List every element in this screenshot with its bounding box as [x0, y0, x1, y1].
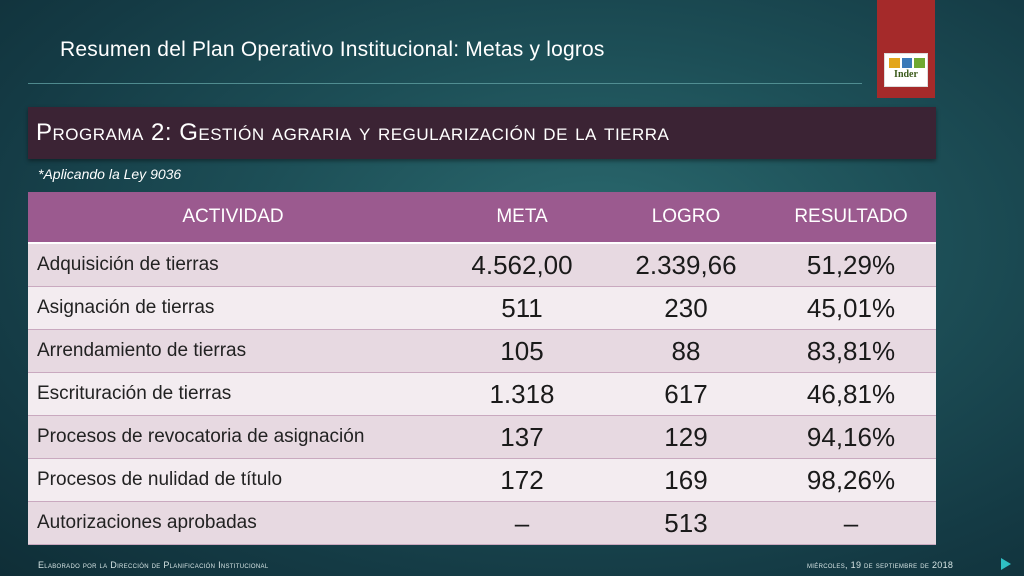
slide-title: Resumen del Plan Operativo Institucional… [60, 38, 605, 61]
cell-actividad: Escrituración de tierras [28, 372, 438, 416]
cell-meta: 137 [438, 415, 606, 459]
logo-block-green [914, 58, 926, 68]
cell-meta: 172 [438, 458, 606, 502]
table-row: Procesos de revocatoria de asignación 13… [28, 415, 936, 459]
logo-tab: Inder [877, 0, 935, 98]
footer-date: miércoles, 19 de septiembre de 2018 [807, 560, 954, 570]
table-row: Asignación de tierras 511 230 45,01% [28, 286, 936, 330]
cell-meta: – [438, 501, 606, 545]
cell-logro: 617 [606, 372, 766, 416]
cell-logro: 169 [606, 458, 766, 502]
cell-logro: 88 [606, 329, 766, 373]
logo-block-blue [901, 58, 913, 68]
cell-resultado: – [766, 501, 936, 545]
table-row: Autorizaciones aprobadas – 513 – [28, 501, 936, 545]
cell-meta: 511 [438, 286, 606, 330]
cell-resultado: 83,81% [766, 329, 936, 373]
cell-resultado: 51,29% [766, 243, 936, 287]
cell-resultado: 46,81% [766, 372, 936, 416]
cell-meta: 4.562,00 [438, 243, 606, 287]
cell-logro: 129 [606, 415, 766, 459]
cell-actividad: Asignación de tierras [28, 286, 438, 330]
cell-resultado: 98,26% [766, 458, 936, 502]
cell-actividad: Arrendamiento de tierras [28, 329, 438, 373]
logo-block-orange [889, 58, 900, 68]
table-row: Arrendamiento de tierras 105 88 83,81% [28, 329, 936, 373]
header-actividad: ACTIVIDAD [28, 192, 438, 244]
cell-meta: 105 [438, 329, 606, 373]
table-row: Procesos de nulidad de título 172 169 98… [28, 458, 936, 502]
cell-resultado: 94,16% [766, 415, 936, 459]
table-row: Adquisición de tierras 4.562,00 2.339,66… [28, 243, 936, 287]
footer-author: Elaborado por la Dirección de Planificac… [38, 560, 269, 570]
header-logro: LOGRO [606, 192, 766, 244]
program-banner: Programa 2: Gestión agraria y regulariza… [28, 107, 936, 159]
header-meta: META [438, 192, 606, 244]
logo-mark-icon [889, 58, 926, 68]
logo-text: Inder [894, 69, 918, 80]
cell-actividad: Autorizaciones aprobadas [28, 501, 438, 545]
cell-actividad: Procesos de nulidad de título [28, 458, 438, 502]
cell-meta: 1.318 [438, 372, 606, 416]
results-table: ACTIVIDAD META LOGRO RESULTADO Adquisici… [28, 192, 936, 545]
cell-logro: 230 [606, 286, 766, 330]
next-slide-arrow-icon[interactable] [1001, 558, 1011, 570]
title-divider [28, 83, 862, 84]
cell-actividad: Adquisición de tierras [28, 243, 438, 287]
header-resultado: RESULTADO [766, 192, 936, 244]
inder-logo: Inder [884, 53, 928, 87]
table-header-row: ACTIVIDAD META LOGRO RESULTADO [28, 192, 936, 244]
cell-logro: 513 [606, 501, 766, 545]
cell-resultado: 45,01% [766, 286, 936, 330]
cell-actividad: Procesos de revocatoria de asignación [28, 415, 438, 459]
program-title: Programa 2: Gestión agraria y regulariza… [36, 119, 670, 146]
cell-logro: 2.339,66 [606, 243, 766, 287]
table-row: Escrituración de tierras 1.318 617 46,81… [28, 372, 936, 416]
law-note: *Aplicando la Ley 9036 [38, 166, 182, 182]
